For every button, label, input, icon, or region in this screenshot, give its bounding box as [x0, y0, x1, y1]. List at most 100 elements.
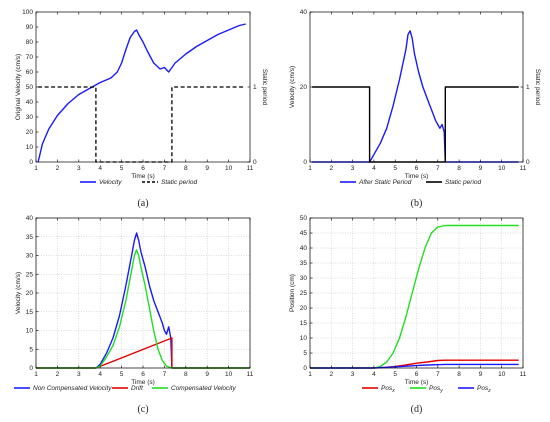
x-tick-label: 9 [205, 165, 209, 172]
x-tick-label: 8 [184, 165, 188, 172]
panel-caption: (d) [411, 404, 423, 415]
x-tick-label: 8 [184, 371, 188, 378]
x-tick-label: 10 [225, 371, 233, 378]
y-axis-label: Original Velocity (cm/s) [15, 54, 22, 120]
x-axis-label: Time (s) [131, 379, 155, 386]
legend-label-1: Static period [445, 179, 482, 186]
x-tick-label: 6 [141, 371, 145, 378]
y-tick-label: 0 [29, 159, 33, 166]
y-tick-label: 10 [26, 328, 34, 335]
x-tick-label: 1 [34, 371, 38, 378]
x-tick-label: 5 [393, 165, 397, 172]
y-tick-label: 25 [300, 290, 308, 297]
x-tick-label: 9 [479, 371, 483, 378]
x-tick-label: 1 [308, 165, 312, 172]
x-tick-label: 7 [163, 165, 167, 172]
y-tick-label: 40 [26, 99, 34, 106]
legend-label-2: Posz [477, 385, 491, 394]
x-tick-label: 11 [247, 165, 254, 172]
y2-axis-label: Static period [261, 69, 268, 106]
y-tick-label: 30 [300, 275, 308, 282]
legend-label-1: Posy [429, 385, 443, 394]
x-tick-label: 10 [225, 165, 233, 172]
y-tick-label: 20 [300, 305, 308, 312]
x-tick-label: 5 [120, 165, 124, 172]
x-tick-label: 9 [479, 165, 483, 172]
y2-tick-label: 0 [526, 159, 530, 166]
legend-label-0: Non Compensated Velocity [33, 385, 112, 392]
legend-label-2: Compensated Velocity [171, 385, 237, 392]
x-tick-label: 10 [498, 165, 506, 172]
x-tick-label: 1 [34, 165, 38, 172]
y-tick-label: 0 [303, 159, 307, 166]
y2-tick-label: 1 [253, 84, 257, 91]
x-tick-label: 3 [77, 165, 81, 172]
x-tick-label: 9 [205, 371, 209, 378]
x-tick-label: 8 [457, 371, 461, 378]
y-tick-label: 5 [29, 346, 33, 353]
y-tick-label: 100 [22, 9, 33, 16]
y-tick-label: 40 [300, 245, 308, 252]
y-tick-label: 25 [26, 271, 34, 278]
x-tick-label: 2 [329, 165, 333, 172]
x-tick-label: 1 [308, 371, 312, 378]
y-tick-label: 40 [300, 9, 308, 16]
y-tick-label: 15 [300, 320, 308, 327]
series-line-0 [36, 232, 250, 369]
y-tick-label: 20 [300, 84, 308, 91]
y-tick-label: 15 [26, 309, 34, 316]
x-tick-label: 7 [436, 371, 440, 378]
legend-subscript: x [391, 388, 395, 394]
x-tick-label: 7 [163, 371, 167, 378]
panel-caption: (c) [137, 404, 148, 415]
x-tick-label: 8 [457, 165, 461, 172]
y-tick-label: 5 [303, 350, 307, 357]
x-tick-label: 2 [56, 165, 60, 172]
y-axis-label: Position (cm) [289, 274, 296, 312]
y-tick-label: 45 [300, 230, 308, 237]
series-line-1 [312, 86, 519, 163]
x-tick-label: 11 [520, 165, 527, 172]
y2-axis-label: Static period [534, 69, 541, 106]
panel-caption: (a) [137, 198, 148, 209]
chart-panel-0: 1 2 3 4 5 6 7 8 9 10 11010203040506070809010001Tim… [15, 9, 268, 209]
x-tick-label: 6 [415, 371, 419, 378]
x-tick-label: 4 [372, 165, 376, 172]
legend-label-1: Static period [161, 179, 198, 186]
x-tick-label: 4 [98, 165, 102, 172]
x-tick-label: 4 [98, 371, 102, 378]
y-tick-label: 35 [300, 260, 308, 267]
y-tick-label: 50 [26, 84, 34, 91]
x-tick-label: 10 [498, 371, 506, 378]
x-axis-label: Time (s) [405, 173, 429, 180]
legend-subscript: y [439, 388, 443, 394]
y-axis-label: Velocity (cm/s) [289, 66, 296, 108]
x-tick-label: 7 [436, 165, 440, 172]
y-tick-label: 30 [26, 114, 34, 121]
legend-label-1: Drift [131, 385, 144, 392]
series-line-0 [312, 30, 519, 163]
panel-caption: (b) [411, 198, 423, 209]
x-tick-label: 2 [329, 371, 333, 378]
y-tick-label: 0 [303, 365, 307, 372]
legend-label-0: Velocity [99, 179, 122, 186]
legend-subscript: z [487, 388, 491, 394]
x-axis-label: Time (s) [131, 173, 155, 180]
legend-label-0: Posx [381, 385, 395, 394]
x-tick-label: 4 [372, 371, 376, 378]
x-tick-label: 3 [77, 371, 81, 378]
y-tick-label: 30 [26, 253, 34, 260]
x-tick-label: 6 [141, 165, 145, 172]
series-line-2 [36, 249, 250, 369]
y2-tick-label: 1 [526, 84, 530, 91]
x-tick-label: 2 [56, 371, 60, 378]
x-tick-label: 11 [520, 371, 527, 378]
legend-label-0: After Static Period [358, 179, 412, 186]
series-line-1 [38, 86, 246, 163]
y-tick-label: 50 [300, 215, 308, 222]
x-tick-label: 5 [120, 371, 124, 378]
series-line-1 [310, 224, 519, 369]
x-tick-label: 3 [351, 165, 355, 172]
